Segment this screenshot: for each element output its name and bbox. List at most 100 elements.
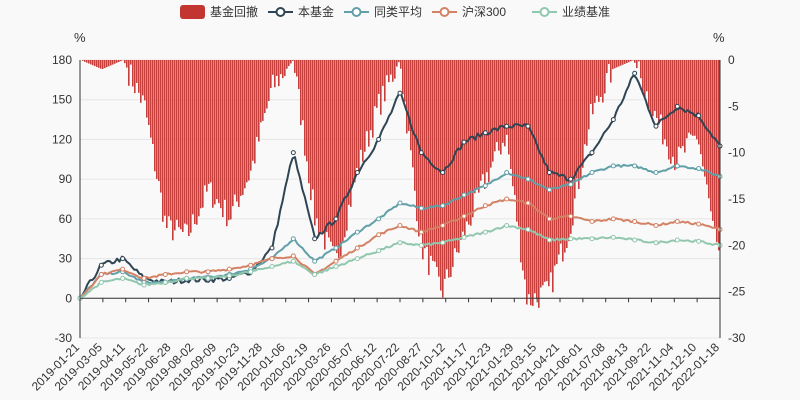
series-point <box>354 229 360 235</box>
drawdown-bar <box>462 60 464 232</box>
drawdown-bar <box>282 60 284 79</box>
drawdown-bar <box>508 60 510 155</box>
legend-marker <box>439 7 450 17</box>
drawdown-bar <box>112 60 114 65</box>
drawdown-bar <box>338 60 340 258</box>
drawdown-bar <box>582 60 584 168</box>
drawdown-bar <box>272 60 274 75</box>
series-point <box>610 117 616 123</box>
drawdown-bar <box>566 60 568 249</box>
drawdown-bar <box>290 60 292 64</box>
series-point <box>482 203 488 209</box>
y-left-tick-label: 150 <box>52 93 72 107</box>
drawdown-bar <box>218 60 220 204</box>
series-point <box>397 90 403 96</box>
drawdown-bar <box>386 60 388 76</box>
drawdown-bar <box>350 60 352 207</box>
drawdown-bar <box>622 60 624 65</box>
drawdown-bar <box>484 60 486 189</box>
drawdown-bar <box>424 60 426 249</box>
drawdown-bar <box>308 60 310 184</box>
drawdown-bar <box>236 60 238 202</box>
series-point <box>418 150 424 156</box>
drawdown-bar <box>394 60 396 79</box>
drawdown-bar <box>292 60 294 61</box>
drawdown-bar <box>342 60 344 242</box>
drawdown-bar <box>502 60 504 143</box>
drawdown-bar <box>126 60 128 68</box>
series-point <box>141 275 147 281</box>
drawdown-bar <box>628 60 630 63</box>
drawdown-bar <box>196 60 198 225</box>
drawdown-bar <box>474 60 476 194</box>
y-right-ticks: -30 -25 -20 -15 -10 -5 0 <box>728 53 746 345</box>
series-point <box>589 170 595 176</box>
drawdown-bar <box>152 60 154 144</box>
y-right-tick-label: -5 <box>728 99 739 113</box>
legend-item[interactable]: 同类平均 <box>344 5 422 19</box>
drawdown-bar <box>326 60 328 233</box>
y-right-tick-label: -25 <box>728 285 746 299</box>
drawdown-bar <box>88 60 90 64</box>
drawdown-bar <box>140 60 142 103</box>
drawdown-bar <box>390 60 392 75</box>
drawdown-bar <box>676 60 678 169</box>
drawdown-bar <box>596 60 598 96</box>
drawdown-bar <box>602 60 604 103</box>
drawdown-bar <box>670 60 672 164</box>
series-point <box>504 170 510 176</box>
series-point <box>632 70 638 76</box>
drawdown-bar <box>410 60 412 151</box>
series-point <box>397 222 403 228</box>
series-point <box>482 130 488 136</box>
drawdown-bar <box>716 60 718 243</box>
legend-marker <box>351 7 362 17</box>
drawdown-bar <box>400 60 402 69</box>
legend-item[interactable]: 基金回撤 <box>180 4 258 19</box>
drawdown-bar <box>232 60 234 207</box>
drawdown-bar <box>544 60 546 282</box>
drawdown-bar <box>680 60 682 149</box>
drawdown-bar <box>296 60 298 77</box>
series-point <box>418 242 424 248</box>
drawdown-bar <box>646 60 648 92</box>
series-point <box>120 256 126 262</box>
drawdown-bar <box>448 60 450 278</box>
series-point <box>653 170 659 176</box>
drawdown-bar <box>168 60 170 217</box>
legend-item[interactable]: 沪深300 <box>432 5 506 19</box>
legend-item[interactable]: 业绩基准 <box>532 5 610 19</box>
series-point <box>653 240 659 246</box>
drawdown-bar <box>186 60 188 225</box>
series-point <box>226 273 232 279</box>
drawdown-bar <box>558 60 560 255</box>
drawdown-bar <box>90 60 92 65</box>
drawdown-bar <box>450 60 452 277</box>
drawdown-bar <box>250 60 252 171</box>
drawdown-bar <box>634 60 636 63</box>
drawdown-bar <box>284 60 286 77</box>
legend-label: 基金回撤 <box>210 4 258 19</box>
drawdown-bar <box>702 60 704 167</box>
drawdown-bar <box>188 60 190 236</box>
drawdown-bar <box>288 60 290 67</box>
series-point <box>98 271 104 277</box>
drawdown-bar <box>506 60 508 135</box>
drawdown-bar <box>612 60 614 70</box>
drawdown-bar <box>150 60 152 138</box>
drawdown-bar <box>406 60 408 134</box>
drawdown-bar <box>696 60 698 140</box>
drawdown-bar <box>352 60 354 184</box>
drawdown-bar <box>374 60 376 107</box>
series-point <box>610 163 616 169</box>
drawdown-bar <box>658 60 660 125</box>
series-point <box>333 258 339 264</box>
y-left-tick-label: 0 <box>65 291 72 305</box>
series-point <box>397 200 403 206</box>
drawdown-bar <box>500 60 502 155</box>
drawdown-bar <box>430 60 432 256</box>
legend-item[interactable]: 本基金 <box>268 4 334 19</box>
series-point <box>525 200 531 206</box>
series-line-3 <box>79 224 721 300</box>
drawdown-bar <box>574 60 576 199</box>
